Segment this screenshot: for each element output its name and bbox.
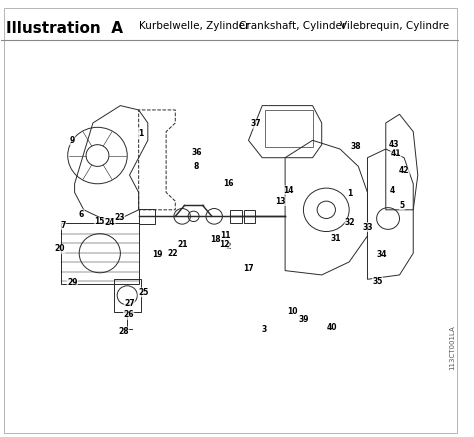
Text: 28: 28 <box>118 327 129 336</box>
Text: 6: 6 <box>79 210 84 218</box>
Text: 31: 31 <box>330 233 341 243</box>
Text: 27: 27 <box>124 298 135 308</box>
Text: Kurbelwelle, Zylinder: Kurbelwelle, Zylinder <box>139 21 249 31</box>
Text: 8: 8 <box>193 162 199 171</box>
Text: 18: 18 <box>210 235 221 244</box>
Text: 26: 26 <box>123 310 134 319</box>
Text: 11: 11 <box>220 231 231 240</box>
Text: 34: 34 <box>377 250 387 259</box>
Text: 5: 5 <box>399 201 404 210</box>
Text: 9: 9 <box>70 136 75 145</box>
Text: 2: 2 <box>225 242 230 251</box>
Text: Vilebrequin, Cylindre: Vilebrequin, Cylindre <box>340 21 449 31</box>
Text: 37: 37 <box>250 119 261 128</box>
Text: 40: 40 <box>327 323 337 333</box>
Text: 21: 21 <box>177 240 187 249</box>
Text: 41: 41 <box>391 149 401 158</box>
Text: 24: 24 <box>105 218 115 227</box>
Text: 19: 19 <box>152 250 162 259</box>
Text: 3: 3 <box>262 325 267 334</box>
Text: 39: 39 <box>298 315 309 324</box>
Text: 36: 36 <box>192 148 202 157</box>
Text: 1: 1 <box>347 189 353 198</box>
Text: 1: 1 <box>138 129 144 139</box>
Bar <box>230 210 242 223</box>
Text: 7: 7 <box>61 221 66 229</box>
Text: 14: 14 <box>283 186 294 195</box>
Text: Illustration  A: Illustration A <box>6 21 123 36</box>
Text: 38: 38 <box>351 142 361 151</box>
Text: Crankshaft, Cylinder: Crankshaft, Cylinder <box>239 21 346 31</box>
Text: 16: 16 <box>224 179 234 188</box>
Bar <box>244 210 255 223</box>
Text: 42: 42 <box>399 166 410 175</box>
Text: 113CT001LA: 113CT001LA <box>449 326 455 371</box>
Text: 35: 35 <box>373 277 383 286</box>
Text: 32: 32 <box>345 218 356 227</box>
Text: 23: 23 <box>114 213 125 222</box>
Text: 13: 13 <box>275 197 286 206</box>
Bar <box>139 209 155 224</box>
Text: 17: 17 <box>243 264 254 273</box>
Bar <box>61 223 139 284</box>
Text: 33: 33 <box>362 223 373 232</box>
Text: 43: 43 <box>389 140 399 149</box>
Text: 25: 25 <box>138 288 148 297</box>
Bar <box>264 110 312 147</box>
Text: 22: 22 <box>168 249 178 258</box>
Text: 4: 4 <box>390 186 395 195</box>
Text: 10: 10 <box>287 307 297 316</box>
Bar <box>113 279 141 312</box>
Text: 15: 15 <box>95 218 105 226</box>
Text: 29: 29 <box>67 278 78 287</box>
Text: 12: 12 <box>219 240 229 249</box>
Text: 20: 20 <box>55 244 65 253</box>
